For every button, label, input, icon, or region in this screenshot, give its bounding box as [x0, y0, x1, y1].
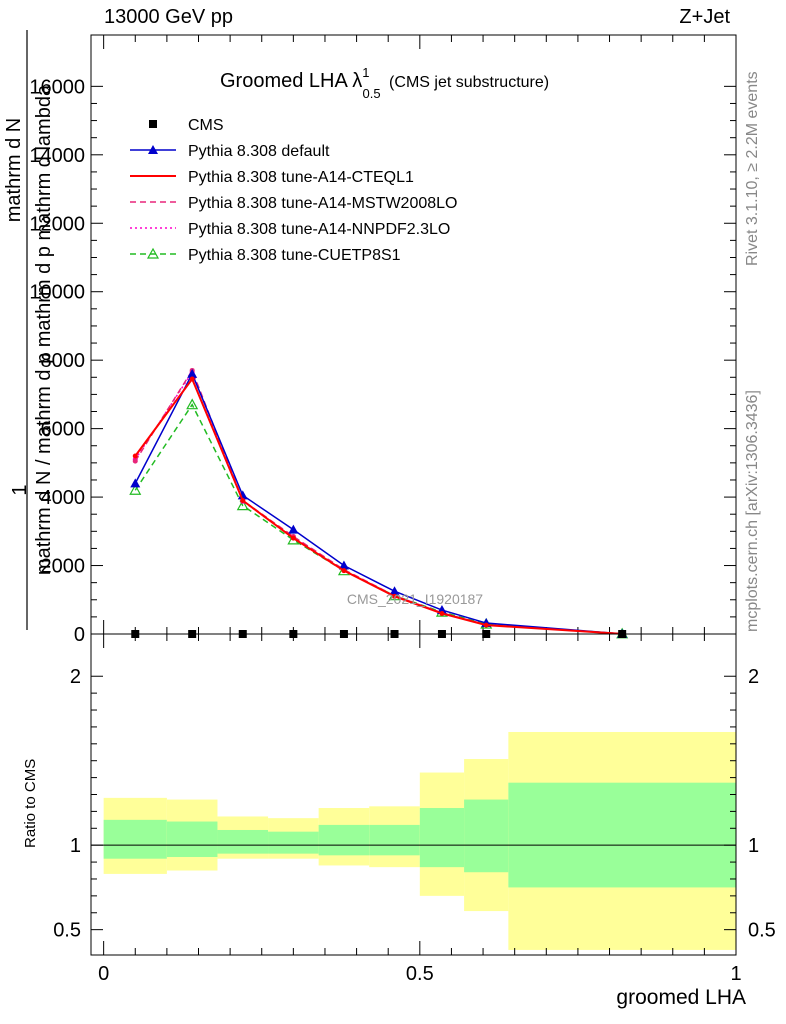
- ratio-panel: 0 0.5 1 0.5 0.5 1 1 2 2: [53, 633, 776, 985]
- process-label: Z+Jet: [679, 6, 730, 28]
- data-point-cuetp8s1: [129, 484, 142, 495]
- ratio-inner-band-6: [419, 808, 465, 868]
- legend: CMS Pythia 8.308 default Pythia 8.308 tune…: [130, 117, 457, 264]
- ratio-y-tick-label-right: 0.5: [748, 920, 776, 942]
- energy-label: 13000 GeV pp: [104, 6, 233, 28]
- data-point-default: [338, 560, 349, 570]
- top-panel: 0 2000 4000 6000 8000 10000 12000 14000 16000 Gro…: [3, 30, 737, 646]
- y-axis-label-numerator: mathrm d N: [3, 118, 25, 222]
- ratio-y-tick-label-right: 1: [748, 835, 759, 857]
- series-line-cuetp8s1: [134, 403, 623, 635]
- ratio-y-tick-label-right: 2: [748, 666, 759, 688]
- y-axis-label: 1 mathrm d N mathrm d N / mathrm d p mathr…: [3, 30, 55, 630]
- data-point-cteql1: [483, 622, 489, 628]
- data-point-cteql1: [240, 498, 246, 504]
- ratio-inner-band-0: [103, 819, 167, 859]
- data-point-default: [130, 478, 141, 488]
- legend-label-cuetp8s1: Pythia 8.308 tune-CUETP8S1: [188, 247, 401, 264]
- y-tick-label: 16000: [29, 76, 85, 98]
- ratio-y-tick-label: 0.5: [53, 920, 81, 942]
- ratio-y-tick-label: 1: [70, 835, 81, 857]
- y-tick-label: 0: [74, 624, 85, 646]
- y-tick-label: 14000: [29, 145, 85, 167]
- x-axis-label: groomed LHA: [616, 986, 746, 1009]
- legend-marker-cuetp8s1: [146, 247, 160, 259]
- data-point-default: [288, 524, 299, 534]
- legend-label-mstw: Pythia 8.308 tune-A14-MSTW2008LO: [188, 195, 457, 212]
- y-tick-label: 10000: [29, 282, 85, 304]
- legend-marker-default: [148, 145, 158, 154]
- y-axis-label-prefix: 1: [9, 484, 31, 495]
- ratio-inner-band-4: [318, 824, 370, 856]
- x-tick-label: 0: [98, 963, 109, 985]
- data-point-mstw: [132, 458, 138, 464]
- legend-label-cteql1: Pythia 8.308 tune-A14-CTEQL1: [188, 169, 414, 186]
- legend-label-nnpdf: Pythia 8.308 tune-A14-NNPDF2.3LO: [188, 221, 450, 238]
- data-point-cteql1: [132, 453, 138, 459]
- ratio-inner-band-5: [369, 824, 420, 856]
- ratio-inner-band-7: [464, 799, 509, 873]
- ratio-inner-band-8: [508, 782, 736, 888]
- data-point-cteql1: [439, 610, 445, 616]
- data-point-cuetp8s1: [236, 499, 249, 511]
- y-tick-label: 2000: [41, 556, 86, 578]
- data-point-cteql1: [189, 376, 195, 382]
- data-point-cteql1: [290, 535, 296, 541]
- watermark: CMS_2021_I1920187: [347, 591, 483, 607]
- y-axis-label-denominator: mathrm d N / mathrm d p mathrm d p mathr…: [33, 84, 55, 575]
- ratio-y-tick-label: 2: [70, 666, 81, 688]
- x-tick-label: 1: [730, 963, 741, 985]
- y-tick-label: 8000: [41, 350, 86, 372]
- ratio-inner-band-3: [268, 831, 319, 854]
- data-point-cuetp8s1: [186, 398, 199, 410]
- legend-marker-cms: [149, 120, 157, 128]
- data-point-cteql1: [392, 593, 398, 599]
- chart-title: Groomed LHA λ1 0.5 (CMS jet substructure): [220, 65, 549, 101]
- data-point-default: [389, 586, 400, 596]
- y-tick-label: 12000: [29, 213, 85, 235]
- ratio-inner-band-1: [166, 821, 218, 858]
- x-tick-label: 0.5: [406, 963, 434, 985]
- y-tick-label: 6000: [41, 419, 86, 441]
- y-tick-label: 4000: [41, 487, 86, 509]
- data-point-cteql1: [341, 568, 347, 574]
- legend-label-default: Pythia 8.308 default: [188, 143, 330, 160]
- legend-label-cms: CMS: [188, 117, 224, 134]
- data-point-default: [187, 368, 198, 378]
- data-point-default: [237, 490, 248, 500]
- ratio-inner-band-2: [217, 829, 269, 854]
